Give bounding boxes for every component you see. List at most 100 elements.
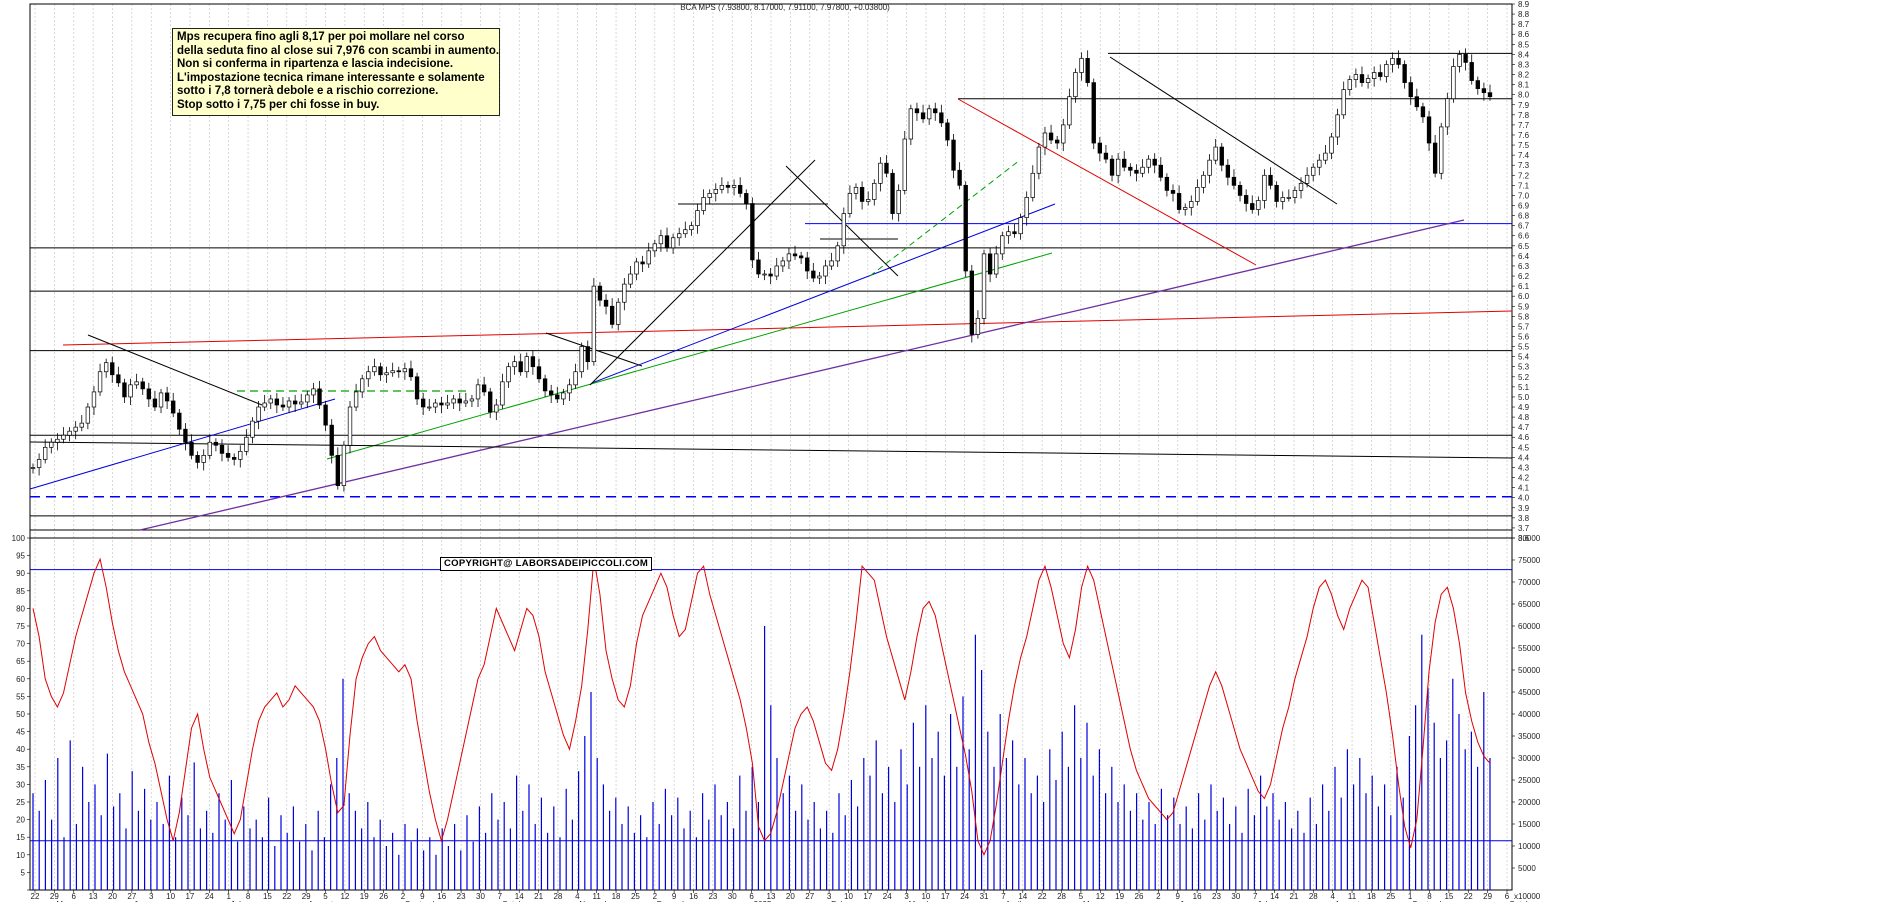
date-tick-label: 29	[302, 892, 311, 901]
candle-body	[1061, 124, 1066, 144]
date-tick-label: 6	[72, 892, 77, 901]
candle-body	[1213, 146, 1218, 161]
candle-body	[1420, 106, 1426, 118]
oscillator-tick-label: 70	[16, 640, 25, 649]
date-tick-label: 3	[149, 892, 154, 901]
date-tick-label: 7	[1001, 892, 1006, 901]
price-tick-label: 7.7	[1518, 121, 1530, 130]
candle-body	[1243, 195, 1249, 204]
price-tick-label: 4.1	[1518, 484, 1530, 493]
candle-body	[628, 273, 633, 285]
oscillator-tick-label: 40	[16, 745, 25, 754]
month-label: September	[405, 900, 444, 902]
candle-body	[1134, 169, 1139, 174]
volume-axis-unit: x10000	[1514, 892, 1541, 901]
candle-body	[975, 318, 981, 335]
candle-body	[914, 108, 920, 114]
candle-body	[1000, 235, 1005, 255]
date-tick-label: 25	[631, 892, 640, 901]
date-tick-label: 12	[340, 892, 349, 901]
candle-body	[591, 285, 597, 363]
date-tick-label: 14	[515, 892, 524, 901]
candle-body	[195, 455, 200, 463]
candle-body	[567, 384, 572, 394]
price-tick-label: 7.4	[1518, 151, 1530, 160]
candle-body	[116, 374, 121, 384]
candle-body	[408, 368, 414, 378]
candle-body	[1378, 72, 1383, 77]
price-tick-label: 5.0	[1518, 393, 1530, 402]
date-tick-label: 27	[805, 892, 814, 901]
candle-body	[1317, 159, 1322, 168]
trendline-purple	[139, 219, 1465, 531]
candle-body	[396, 370, 401, 373]
candle-body	[1250, 203, 1255, 210]
price-tick-label: 6.3	[1518, 262, 1530, 271]
candle-body	[811, 270, 816, 279]
candle-body	[274, 398, 280, 406]
candle-body	[884, 162, 889, 174]
month-label: November	[579, 900, 616, 902]
price-tick-label: 5.5	[1518, 343, 1530, 352]
date-tick-label: 21	[1289, 892, 1298, 901]
candle-body	[347, 406, 353, 446]
candle-body	[561, 392, 566, 400]
candle-body	[1475, 80, 1480, 89]
candle-body	[542, 378, 548, 392]
candle-body	[908, 108, 914, 140]
candle-body	[1286, 197, 1291, 199]
price-tick-label: 7.0	[1518, 191, 1530, 200]
annotation-line: sotto i 7,8 tornerà debole e a rischio c…	[177, 85, 439, 98]
candle-body	[792, 253, 798, 257]
candle-body	[1432, 142, 1438, 174]
oscillator-tick-label: 75	[16, 622, 25, 631]
candle-body	[1323, 152, 1328, 161]
volume-tick-label: 30000	[1518, 754, 1541, 763]
candle-body	[1024, 197, 1029, 218]
price-tick-label: 4.6	[1518, 433, 1530, 442]
copyright-label: COPYRIGHT@ LABORSADEIPICCOLI.COM	[440, 557, 653, 571]
candle-body	[1195, 187, 1200, 202]
oscillator-tick-label: 15	[16, 833, 25, 842]
price-tick-label: 6.6	[1518, 232, 1530, 241]
candle-body	[140, 381, 145, 390]
candle-body	[67, 430, 72, 436]
annotation-line: della seduta fino al close sui 7,976 con…	[177, 44, 500, 57]
oscillator-tick-label: 80	[16, 604, 25, 613]
price-tick-label: 8.7	[1518, 20, 1530, 29]
price-axis: 3.63.73.83.94.04.14.2 4.34.44.54.64.74.84…	[1512, 0, 1530, 543]
candle-body	[1353, 74, 1359, 80]
price-tick-label: 7.1	[1518, 181, 1530, 190]
date-tick-label: 17	[185, 892, 194, 901]
date-tick-label: 5	[323, 892, 328, 901]
candle-body	[360, 378, 365, 393]
oscillator-tick-label: 85	[16, 587, 25, 596]
candle-body	[744, 193, 749, 204]
candle-body	[128, 384, 133, 398]
candle-body	[97, 371, 103, 393]
price-tick-label: 4.4	[1518, 453, 1530, 462]
candle-body	[146, 388, 151, 400]
candle-body	[823, 265, 828, 277]
month-label: May	[1083, 900, 1098, 902]
date-tick-label: 13	[767, 892, 776, 901]
volume-bars	[32, 626, 1491, 890]
date-tick-label: 9	[672, 892, 677, 901]
candle-body	[1457, 54, 1462, 67]
candle-body	[311, 388, 316, 396]
candle-body	[896, 190, 901, 214]
candle-body	[1164, 176, 1170, 191]
candle-body	[384, 372, 389, 376]
candle-body	[427, 406, 432, 409]
candle-body	[1158, 164, 1163, 178]
price-tick-label: 7.6	[1518, 131, 1530, 140]
candle-body	[652, 243, 657, 252]
volume-tick-label: 20000	[1518, 798, 1541, 807]
candle-body	[1347, 79, 1352, 90]
date-tick-label: 8	[1427, 892, 1432, 901]
date-tick-label: 8	[246, 892, 251, 901]
candle-body	[329, 424, 334, 456]
candle-body	[1201, 174, 1206, 188]
